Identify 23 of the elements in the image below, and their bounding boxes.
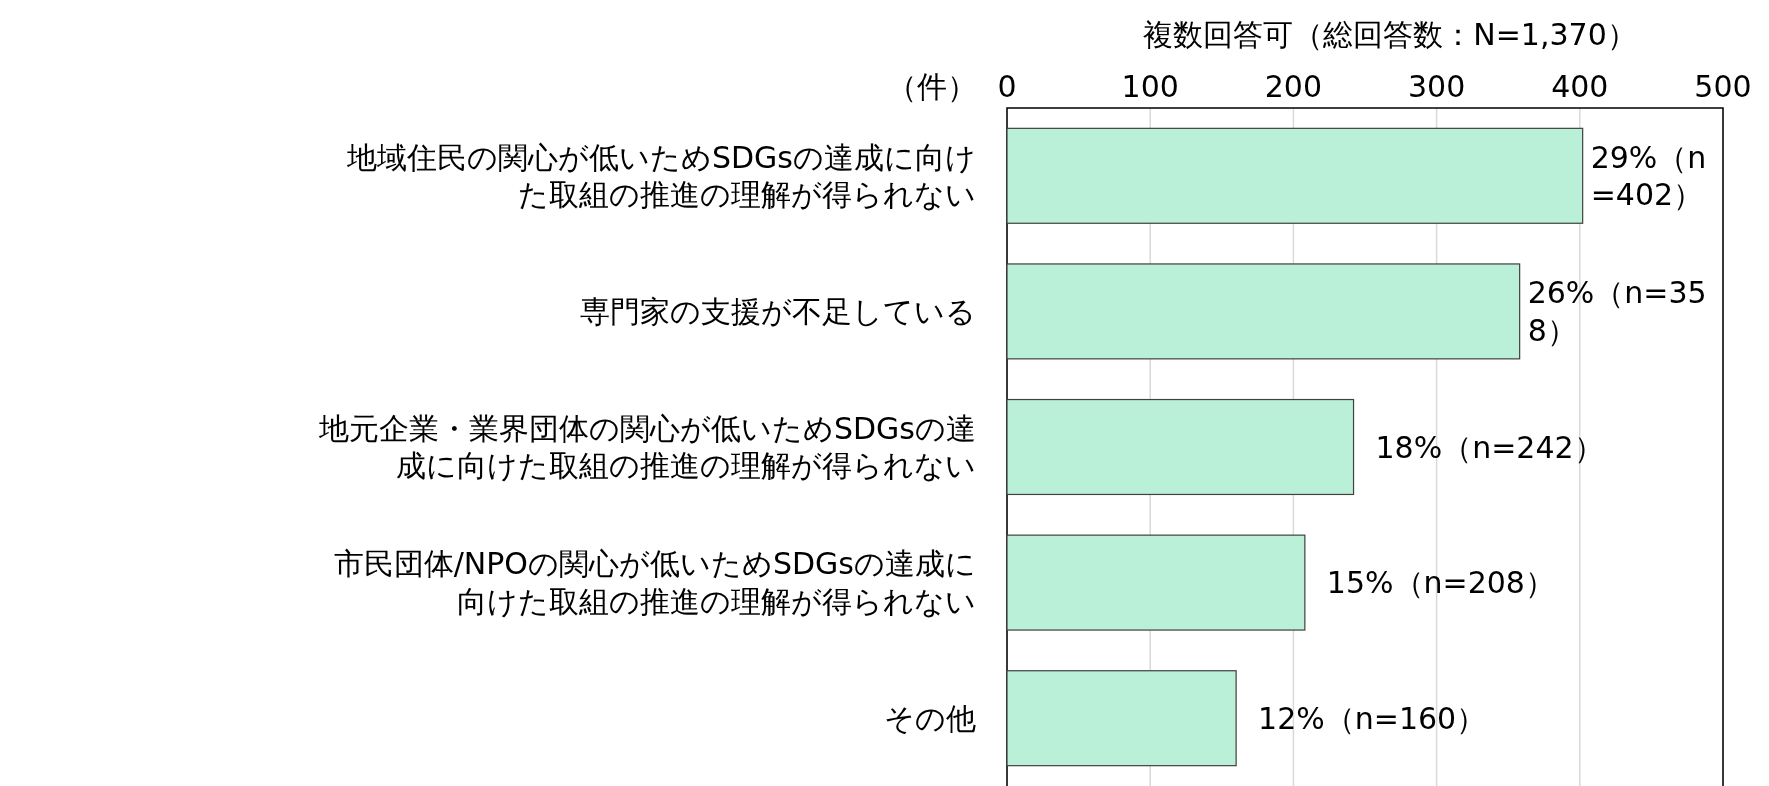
y-tick-label: 地域住民の関心が低いためSDGsの達成に向けた取組の推進の理解が得られない xyxy=(345,139,976,213)
y-tick-label: 専門家の支援が不足している xyxy=(580,293,976,329)
chart-title: 複数回答可（総回答数：N=1,370） xyxy=(1143,16,1637,52)
data-label: 18%（n=242） xyxy=(1375,429,1604,465)
x-axis-title: （件） xyxy=(887,68,977,104)
x-tick-label: 0 xyxy=(997,68,1017,104)
bar xyxy=(1006,534,1306,631)
bar xyxy=(1006,127,1584,224)
data-label: 26%（n=358） xyxy=(1527,275,1707,348)
data-label: 12%（n=160） xyxy=(1258,700,1487,736)
x-tick-label: 100 xyxy=(1121,68,1179,104)
y-tick-label: その他 xyxy=(884,700,976,736)
x-tick-label: 200 xyxy=(1264,68,1323,104)
bar xyxy=(1006,263,1521,360)
data-label: 29%（n=402） xyxy=(1590,139,1707,213)
x-tick-label: 400 xyxy=(1551,68,1609,104)
x-tick-label: 500 xyxy=(1694,68,1752,104)
bar xyxy=(1006,398,1355,496)
data-label: 15%（n=208） xyxy=(1326,565,1555,601)
y-tick-label: 地元企業・業界団体の関心が低いためSDGsの達成に向けた取組の推進の理解が得られない xyxy=(317,410,976,484)
y-tick-label: 市民団体/NPOの関心が低いためSDGsの達成に向けた取組の推進の理解が得られない xyxy=(333,546,976,619)
bar xyxy=(1006,670,1237,767)
x-tick-label: 300 xyxy=(1407,68,1466,104)
